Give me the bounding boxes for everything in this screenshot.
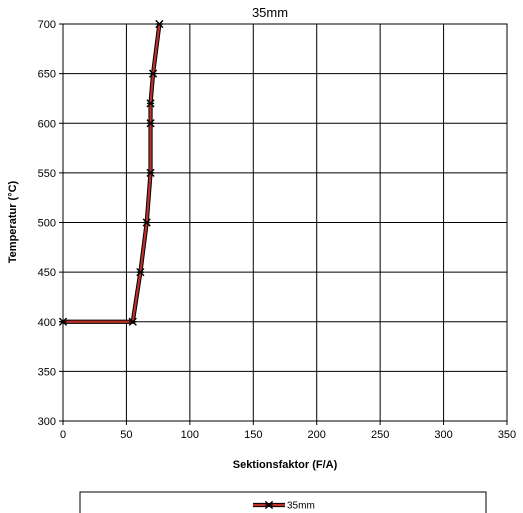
x-axis-label: Sektionsfaktor (F/A) <box>233 459 338 471</box>
y-tick-label: 400 <box>38 317 56 329</box>
grid-lines <box>62 23 508 422</box>
data-point <box>146 168 155 177</box>
x-tick-label: 100 <box>181 429 199 441</box>
y-tick-label: 700 <box>38 19 56 31</box>
y-tick-label: 350 <box>38 366 56 378</box>
x-tick-label: 300 <box>434 429 452 441</box>
x-tick-label: 200 <box>308 429 326 441</box>
y-axis: 300 350 400 450 500 550 600 650 700 <box>38 19 63 428</box>
x-axis: 0 50 100 150 200 250 300 350 <box>60 421 516 441</box>
y-tick-label: 300 <box>38 416 56 428</box>
x-tick-label: 250 <box>371 429 389 441</box>
x-tick-label: 0 <box>60 429 66 441</box>
y-tick-label: 550 <box>38 168 56 180</box>
series-layer <box>58 19 164 326</box>
y-tick-label: 450 <box>38 267 56 279</box>
data-point <box>128 317 137 326</box>
data-point <box>146 119 155 128</box>
y-tick-label: 600 <box>38 118 56 130</box>
x-tick-label: 350 <box>498 429 516 441</box>
y-tick-label: 650 <box>38 69 56 81</box>
x-tick-label: 150 <box>244 429 262 441</box>
y-axis-label: Temperatur (°C) <box>7 180 19 263</box>
data-point <box>142 218 151 227</box>
data-point <box>136 268 145 277</box>
data-point <box>146 99 155 108</box>
legend-marker <box>264 500 274 510</box>
data-point <box>155 19 164 29</box>
legend-box <box>79 491 487 513</box>
legend-entry: 35mm <box>287 501 315 512</box>
y-tick-label: 500 <box>38 218 56 230</box>
legend: 35mm <box>79 491 487 513</box>
x-tick-label: 50 <box>120 429 132 441</box>
data-point <box>58 317 68 326</box>
data-point <box>148 69 158 78</box>
chart-title: 35mm <box>252 5 288 20</box>
